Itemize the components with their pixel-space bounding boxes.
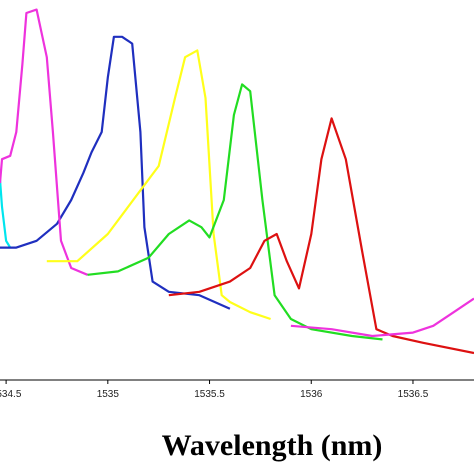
- series-line-1: [0, 35, 231, 310]
- x-tick-label-0: 1534.5: [0, 389, 22, 400]
- series-line-0: [0, 179, 12, 249]
- series-line-3: [46, 49, 271, 321]
- x-axis-label: Wavelength (nm): [162, 429, 383, 462]
- x-tick-label-1: 1535: [97, 389, 120, 400]
- x-tick-label-3: 1536: [300, 389, 323, 400]
- x-tick-label-4: 1536.5: [398, 389, 429, 400]
- series-layer: [0, 8, 474, 355]
- series-line-2: [0, 8, 88, 276]
- tick-layer: 1534.5 1535 1535.5 1536 1536.5: [0, 380, 429, 400]
- series-line-6: [290, 297, 474, 338]
- x-tick-label-2: 1535.5: [194, 389, 225, 400]
- series-line-4: [87, 83, 383, 341]
- series-line-5: [168, 117, 474, 355]
